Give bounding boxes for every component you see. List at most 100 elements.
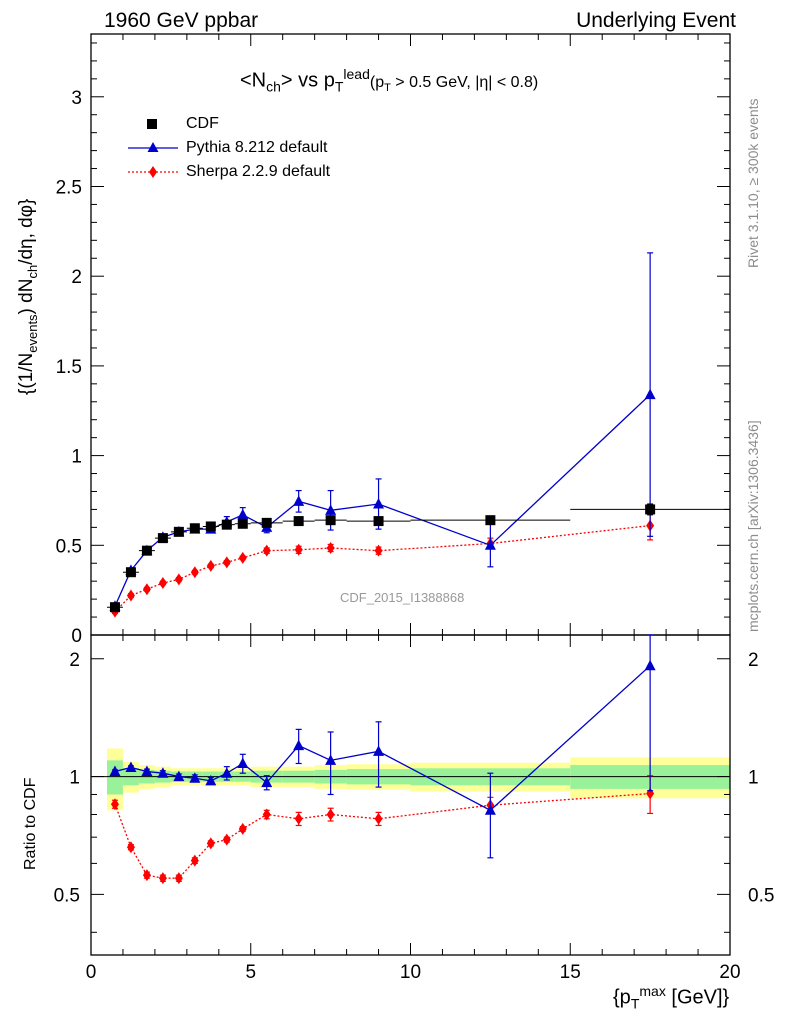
pythia-point xyxy=(484,539,496,550)
cdf-point xyxy=(237,518,248,529)
ratio-sherpa-point xyxy=(110,798,119,811)
ratio-sherpa-point xyxy=(174,872,183,885)
x-axis-label: {pTmax [GeV]} xyxy=(613,983,729,1012)
x-tick-label: 0 xyxy=(86,962,97,983)
y-tick-label: 0.5 xyxy=(56,536,82,557)
ratio-pythia-series xyxy=(109,634,656,859)
ratio-sherpa-point xyxy=(190,854,199,867)
legend: CDF Pythia 8.212 default Sherpa 2.2.9 de… xyxy=(120,112,330,184)
pythia-point xyxy=(325,504,337,515)
ratio-sherpa-point xyxy=(142,869,151,882)
cdf-point xyxy=(221,519,232,530)
title-cut-sub: T xyxy=(384,81,391,94)
ratio-pythia-point xyxy=(325,754,337,765)
ratio-pythia-point xyxy=(157,767,169,778)
y-axis-label: {(1/Nevents) dNch/dη, dφ} xyxy=(16,199,40,395)
ratio-pythia-point xyxy=(189,772,201,783)
ratio-y-axis-label: Ratio to CDF xyxy=(22,777,39,870)
ratio-y-tick-label-right: 1 xyxy=(748,768,759,789)
ratio-sherpa-point xyxy=(158,872,167,885)
ratio-y-tick-label-right: 2 xyxy=(748,650,759,671)
pythia-point xyxy=(373,498,385,509)
ylabel-part: {(1/N xyxy=(16,352,37,395)
cdf-point xyxy=(141,545,152,556)
ratio-sherpa-point xyxy=(262,808,271,821)
ratio-y-tick-label: 2 xyxy=(69,650,80,671)
ratio-sherpa-point xyxy=(238,822,247,835)
pythia-point xyxy=(293,495,305,506)
pythia-point xyxy=(237,508,249,520)
y-tick-label: 2 xyxy=(71,267,82,288)
ratio-pythia-point xyxy=(237,757,249,768)
analysis-id: CDF_2015_I1388868 xyxy=(340,590,465,605)
legend-item-sherpa: Sherpa 2.2.9 default xyxy=(120,160,330,184)
title-part: <N xyxy=(240,69,267,92)
ratio-sherpa-point xyxy=(294,812,303,825)
legend-item-pythia: Pythia 8.212 default xyxy=(120,136,330,160)
ratio-sherpa-point xyxy=(326,808,335,821)
ratio-pythia-point xyxy=(484,804,496,815)
title-cut-part: > 0.5 GeV, |η| < 0.8) xyxy=(390,73,539,91)
legend-label-cdf: CDF xyxy=(186,115,219,132)
rivet-label: Rivet 3.1.10, ≥ 300k events xyxy=(745,98,761,268)
xlabel-part: [GeV]} xyxy=(665,986,730,1009)
sherpa-point xyxy=(142,583,151,596)
header-right: Underlying Event xyxy=(576,9,736,32)
cdf-point xyxy=(293,516,304,527)
sherpa-point xyxy=(294,543,303,556)
cdf-point xyxy=(261,517,272,528)
title-sub: ch xyxy=(266,78,281,95)
ylabel-sub: ch xyxy=(24,264,40,279)
ratio-pythia-point xyxy=(173,770,185,782)
ratio-pythia-point xyxy=(205,774,217,786)
ylabel-part: /dη, dφ} xyxy=(16,198,37,265)
xlabel-part: {p xyxy=(613,986,631,1009)
ratio-pythia-point xyxy=(293,739,305,751)
ratio-pythia-point xyxy=(644,659,656,671)
legend-label-pythia: Pythia 8.212 default xyxy=(186,139,328,156)
x-tick-label: 15 xyxy=(560,962,581,983)
title-cuts: (pT > 0.5 GeV, |η| < 0.8) xyxy=(369,73,539,94)
y-tick-label: 1 xyxy=(71,447,82,468)
cdf-point xyxy=(173,526,184,537)
ratio-pythia-point xyxy=(261,776,273,788)
ratio-y-tick-label-right: 0.5 xyxy=(748,885,774,906)
ratio-pythia-point xyxy=(221,767,233,778)
cdf-point xyxy=(109,602,120,613)
ratio-sherpa-point xyxy=(374,812,383,825)
y-tick-label: 3 xyxy=(71,88,82,109)
cdf-point xyxy=(373,516,384,527)
x-tick-label: 20 xyxy=(719,962,740,983)
pythia-point xyxy=(644,388,656,400)
x-tick-label: 10 xyxy=(400,962,421,983)
ratio-sherpa-point xyxy=(222,833,231,846)
legend-item-cdf: CDF xyxy=(120,112,330,136)
xlabel-sup: max xyxy=(639,983,666,999)
sherpa-point xyxy=(262,544,271,557)
ylabel-part: ) dN xyxy=(16,278,37,315)
xlabel-sub: T xyxy=(630,995,640,1012)
legend-marker-diamond xyxy=(128,166,178,178)
legend-marker-triangle xyxy=(128,142,178,152)
title-cut-part: (p xyxy=(369,73,385,91)
ratio-pythia-point xyxy=(373,745,385,756)
title-sub: T xyxy=(334,78,344,95)
sherpa-point xyxy=(190,566,199,579)
cdf-point xyxy=(645,504,656,515)
y-tick-label: 0 xyxy=(71,626,82,647)
cdf-series xyxy=(106,503,730,613)
title-part: > vs p xyxy=(280,69,335,92)
sherpa-point xyxy=(206,559,215,572)
cdf-point xyxy=(325,515,336,526)
legend-label-sherpa: Sherpa 2.2.9 default xyxy=(186,163,331,180)
ratio-pythia-point xyxy=(125,761,137,772)
y-tick-label: 1.5 xyxy=(56,357,82,378)
sherpa-point xyxy=(326,541,335,554)
y-tick-label: 2.5 xyxy=(56,177,82,198)
cdf-point xyxy=(125,567,136,578)
ratio-y-tick-label: 0.5 xyxy=(54,885,80,906)
cdf-point xyxy=(205,521,216,532)
x-tick-label: 5 xyxy=(245,962,256,983)
sherpa-point xyxy=(158,576,167,589)
